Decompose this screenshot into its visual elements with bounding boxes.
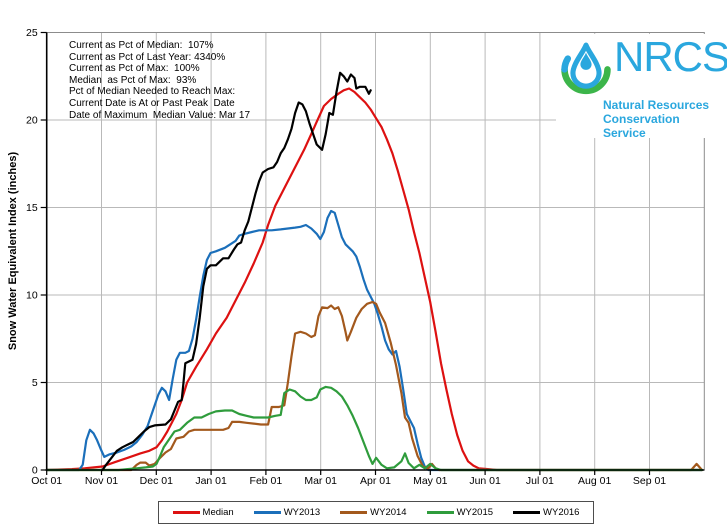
x-tick-label: Feb 01 <box>250 475 283 487</box>
stat-line: Median as Pct of Max: 93% <box>69 74 197 86</box>
x-tick-label: Oct 01 <box>31 475 62 487</box>
y-tick-label: 15 <box>26 202 38 214</box>
chart-stats-annotation: Current as Pct of Median: 107% Current a… <box>69 40 250 121</box>
x-tick-label: Dec 01 <box>140 475 173 487</box>
stat-line: Date of Maximum Median Value: Mar 17 <box>69 109 251 121</box>
series-line-wy2015 <box>45 385 704 472</box>
axes <box>40 31 705 475</box>
x-tick-label: Jun 01 <box>469 475 501 487</box>
x-tick-label: Jul 01 <box>526 475 554 487</box>
legend-swatch-wy2014 <box>340 511 368 514</box>
legend-swatch-wy2015 <box>426 511 454 514</box>
x-tick-label: Apr 01 <box>360 475 391 487</box>
legend-item-wy2016: WY2016 <box>513 507 579 518</box>
legend-label-wy2014: WY2014 <box>370 507 407 518</box>
y-tick-label: 10 <box>26 290 38 302</box>
legend-label-wy2015: WY2015 <box>456 507 494 518</box>
nrcs-drop-icon <box>561 42 611 95</box>
y-tick-label: 5 <box>32 377 38 389</box>
stat-line: Current as Pct of Last Year: 4340% <box>69 51 226 63</box>
stat-line: Current as Pct of Max: 100% <box>69 63 200 75</box>
y-axis-title: Snow Water Equivalent Index (inches) <box>7 151 19 351</box>
legend-item-median: Median <box>172 507 234 518</box>
legend-swatch-wy2013 <box>253 511 281 514</box>
legend-label-wy2013: WY2013 <box>283 507 321 518</box>
x-tick-label: Jan 01 <box>195 475 227 487</box>
legend-item-wy2013: WY2013 <box>253 507 321 518</box>
legend-item-wy2014: WY2014 <box>340 507 407 518</box>
nrcs-logo-line2: Conservation Service <box>603 112 680 140</box>
legend-wrap: Median WY2013 WY2014 WY2015 WY2016 <box>47 501 705 524</box>
y-tick-label: 20 <box>26 115 38 127</box>
y-axis-tick-labels: 0 5 10 15 20 25 <box>26 27 38 477</box>
nrcs-logo-subtitle: Natural Resources Conservation Service <box>603 98 716 140</box>
y-tick-label: 25 <box>26 27 38 39</box>
x-tick-label: Sep 01 <box>633 475 666 487</box>
x-tick-label: Aug 01 <box>578 475 611 487</box>
y-tick-label: 0 <box>32 465 38 477</box>
x-tick-label: May 01 <box>413 475 448 487</box>
series-line-wy2016 <box>101 71 372 472</box>
stat-line: Current as Pct of Median: 107% <box>69 40 214 51</box>
stat-line: Current Date is At or Past Peak Date <box>69 97 235 109</box>
nrcs-logo: NRCS Natural Resources Conservation Serv… <box>556 34 727 140</box>
series-line-wy2013 <box>45 209 704 472</box>
series-line-wy2014 <box>45 300 704 472</box>
legend-item-wy2015: WY2015 <box>426 507 494 518</box>
nrcs-logo-acronym: NRCS <box>614 33 727 80</box>
x-axis-tick-labels: Oct 01 Nov 01 Dec 01 Jan 01 Feb 01 Mar 01 Apr … <box>31 475 666 487</box>
x-tick-label: Mar 01 <box>304 475 337 487</box>
stat-line: Pct of Median Needed to Reach Max: <box>69 86 236 98</box>
x-tick-label: Nov 01 <box>85 475 118 487</box>
legend-label-wy2016: WY2016 <box>543 507 580 518</box>
series-line-median <box>45 87 704 472</box>
nrcs-logo-line1: Natural Resources <box>603 98 710 112</box>
legend-label-median: Median <box>202 507 234 518</box>
chart-legend: Median WY2013 WY2014 WY2015 WY2016 <box>157 501 595 524</box>
legend-swatch-median <box>172 511 200 514</box>
legend-swatch-wy2016 <box>513 511 541 514</box>
